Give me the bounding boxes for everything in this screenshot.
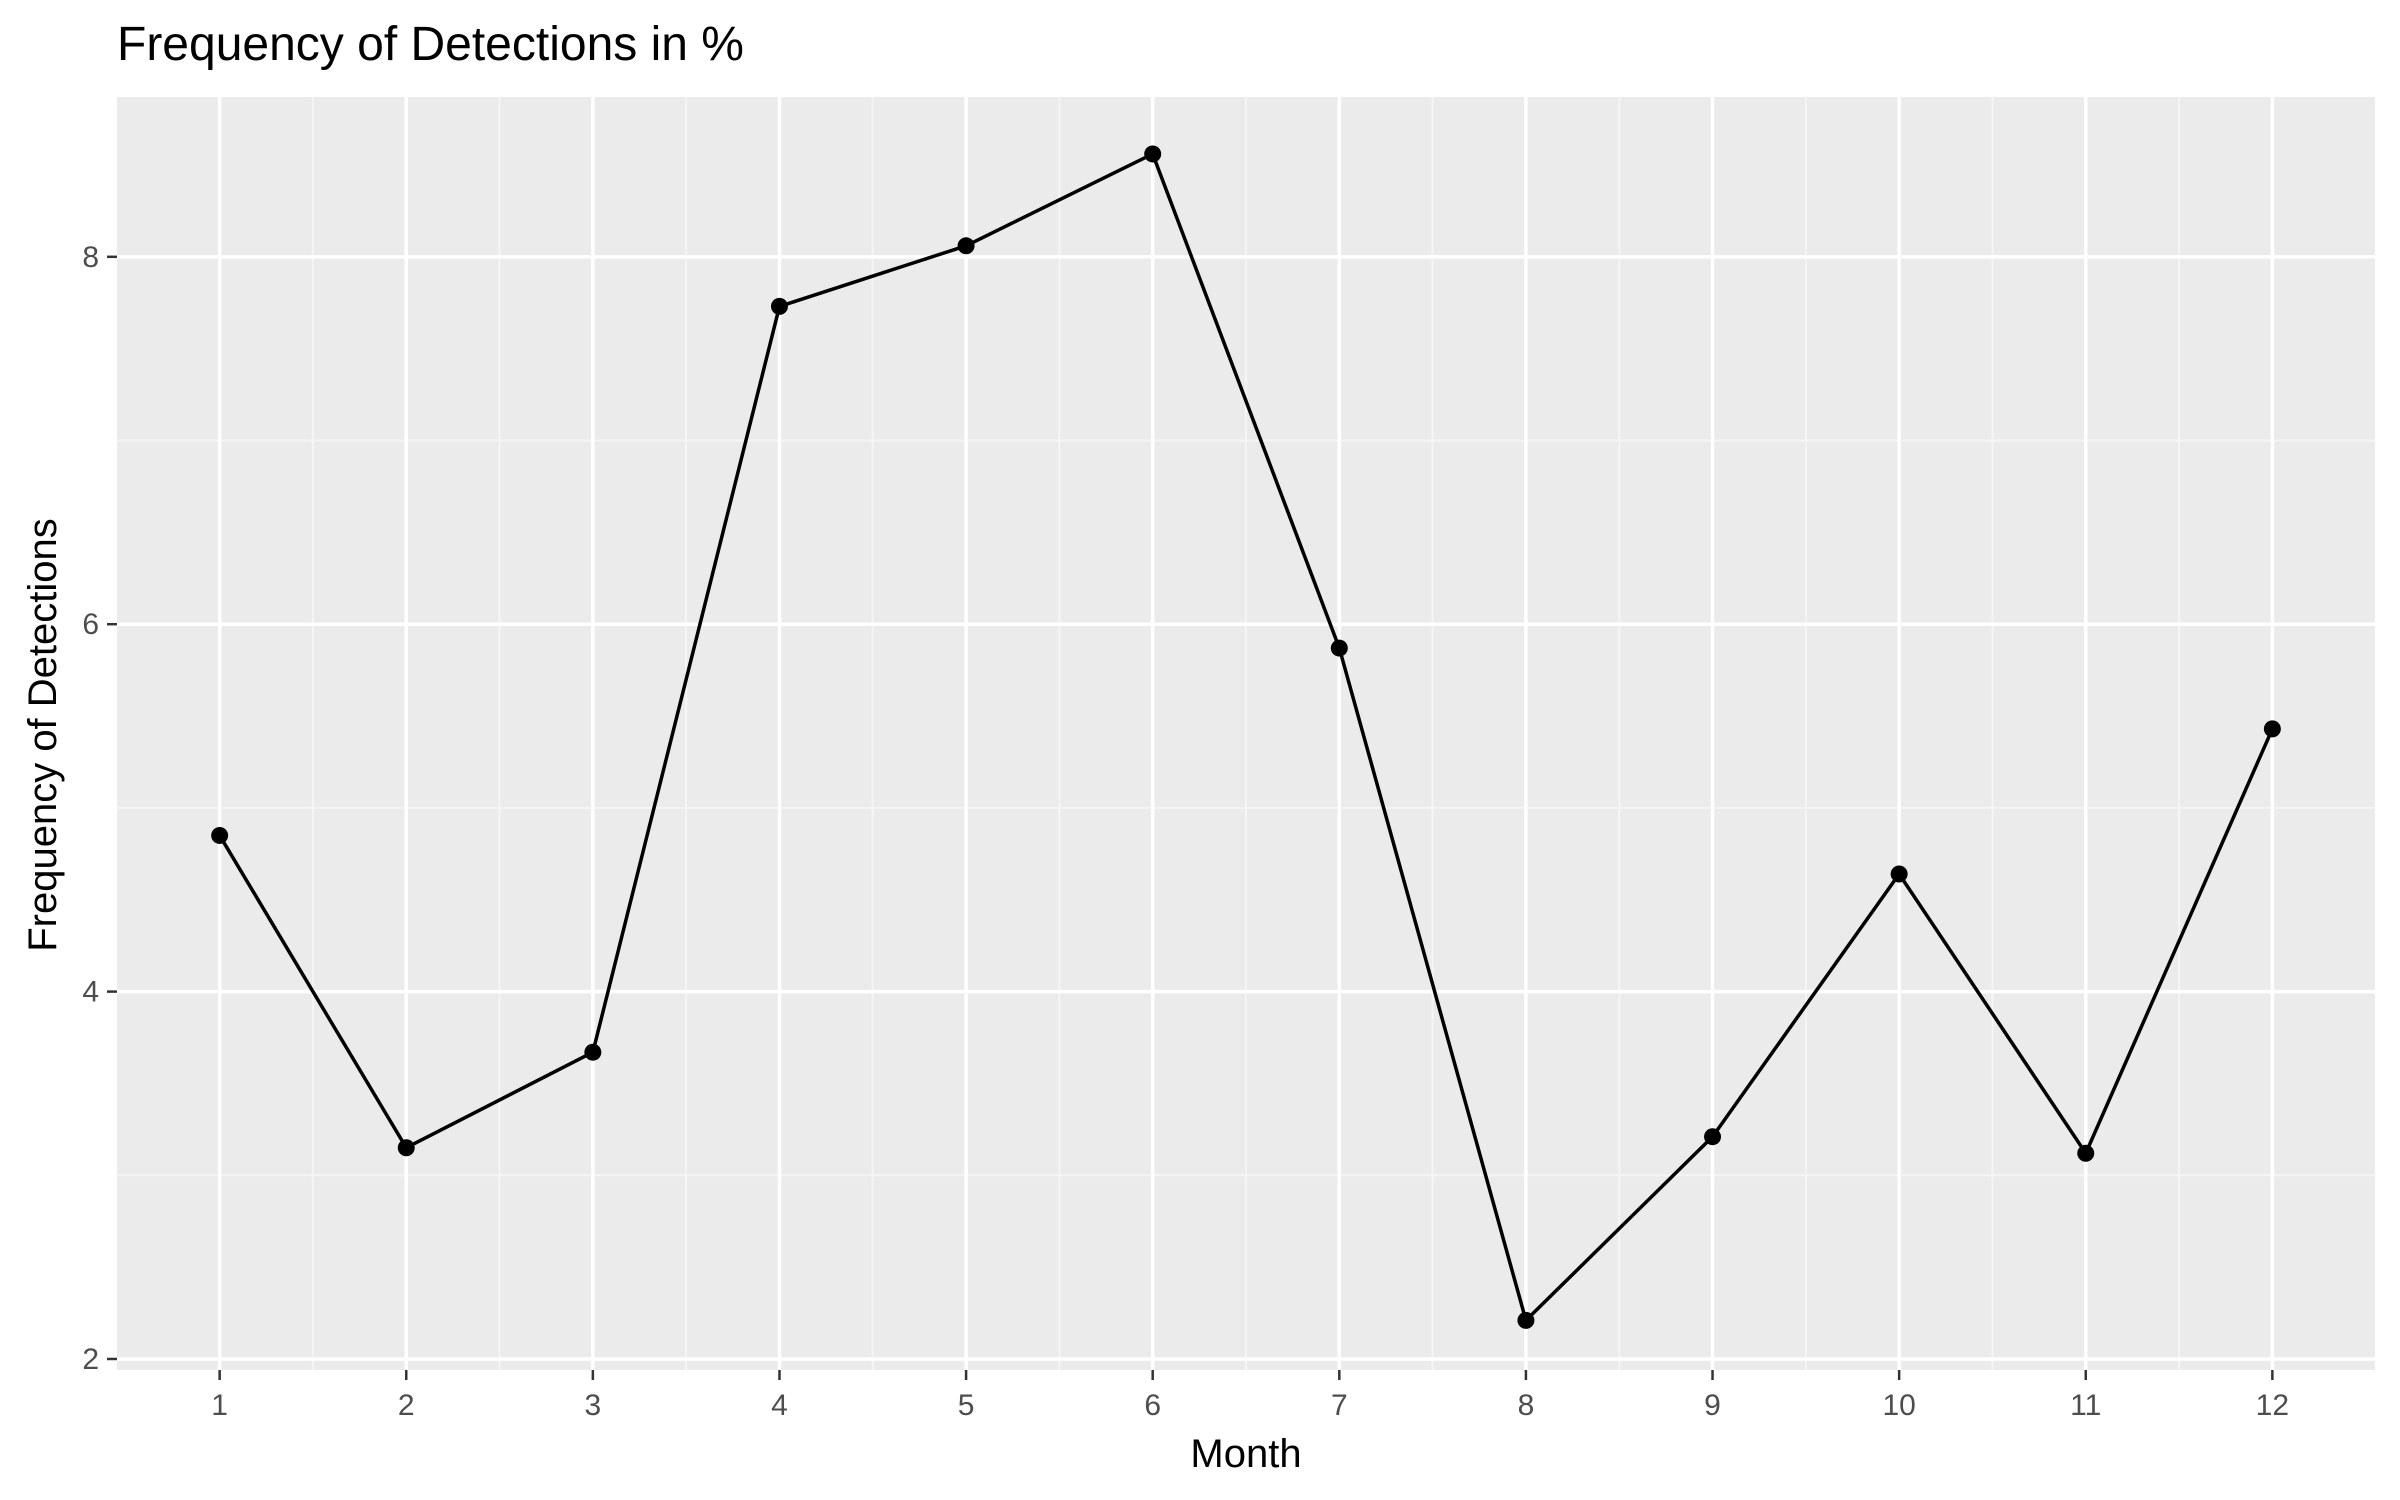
series-line <box>218 152 2274 1323</box>
data-point-month-9 <box>1704 1128 1722 1146</box>
x-tick-label: 10 <box>1882 1389 1915 1422</box>
data-point-month-3 <box>584 1043 602 1061</box>
minor-gridlines <box>117 97 2375 1370</box>
x-tick-label: 11 <box>2070 1389 2101 1422</box>
data-point-month-12 <box>2263 720 2281 738</box>
x-tick-label: 7 <box>1331 1389 1348 1422</box>
y-tick-label: 2 <box>82 1343 99 1376</box>
x-tick-label: 8 <box>1518 1389 1535 1422</box>
data-point-month-5 <box>957 237 975 255</box>
data-point-month-2 <box>397 1139 415 1157</box>
x-tick-label: 5 <box>958 1389 975 1422</box>
x-axis-ticks: 1 2 3 4 5 6 7 8 9 10 11 12 <box>211 1370 2289 1422</box>
y-axis-title: Frequency of Detections <box>21 518 65 952</box>
x-tick-label: 12 <box>2256 1389 2289 1422</box>
x-tick-label: 9 <box>1704 1389 1721 1422</box>
chart-title: Frequency of Detections in % <box>117 18 744 71</box>
y-tick-label: 8 <box>82 241 99 274</box>
data-point-month-11 <box>2077 1144 2095 1162</box>
major-gridlines <box>117 97 2375 1370</box>
data-point-month-4 <box>770 297 788 315</box>
data-point-month-6 <box>1144 145 1162 163</box>
y-axis-ticks: 2 4 6 8 <box>82 241 117 1376</box>
data-point-month-10 <box>1890 865 1908 883</box>
x-axis-title: Month <box>1190 1432 1301 1476</box>
y-tick-label: 6 <box>82 608 99 641</box>
data-point-month-8 <box>1517 1311 1535 1329</box>
data-series <box>211 145 2281 1329</box>
x-tick-label: 6 <box>1144 1389 1161 1422</box>
data-point-month-7 <box>1330 639 1348 657</box>
x-tick-label: 2 <box>398 1389 415 1422</box>
x-tick-label: 3 <box>585 1389 602 1422</box>
y-tick-label: 4 <box>82 976 99 1009</box>
data-point-month-1 <box>211 826 229 844</box>
x-tick-label: 4 <box>771 1389 788 1422</box>
x-tick-label: 1 <box>211 1389 228 1422</box>
